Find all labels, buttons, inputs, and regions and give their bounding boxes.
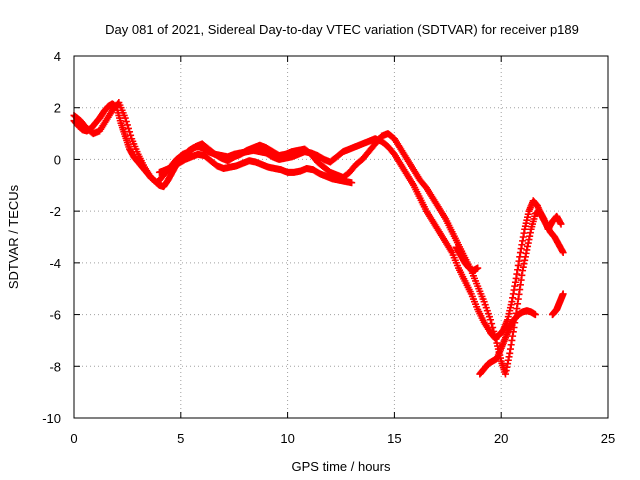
- series-track-c: [155, 150, 356, 187]
- series-track-d: [476, 307, 539, 378]
- y-tick-label: 4: [54, 49, 61, 64]
- data-point: [127, 131, 135, 139]
- x-tick-label: 10: [280, 431, 294, 446]
- plot-frame: [73, 55, 609, 419]
- grid-lines: [74, 56, 608, 418]
- y-axis-title: SDTVAR / TECUs: [6, 184, 21, 289]
- series-track-f: [452, 243, 482, 275]
- y-tick-label: -2: [49, 204, 61, 219]
- data-point: [474, 264, 482, 272]
- y-tick-label: 2: [54, 101, 61, 116]
- data-point: [531, 311, 539, 319]
- data-points: [70, 99, 567, 378]
- data-point: [491, 331, 499, 339]
- data-point: [489, 324, 497, 331]
- series-track-b: [70, 99, 565, 378]
- series-track-e: [548, 290, 567, 319]
- data-point: [124, 124, 132, 132]
- data-point: [559, 290, 567, 298]
- series-track-a: [70, 100, 567, 342]
- y-tick-label: -10: [42, 411, 61, 426]
- x-axis-tick-labels: 0 5 10 15 20 25: [70, 431, 615, 446]
- x-tick-label: 5: [177, 431, 184, 446]
- data-point: [121, 114, 129, 122]
- data-point: [559, 249, 567, 257]
- y-tick-label: 0: [54, 152, 61, 167]
- data-point: [126, 128, 134, 136]
- x-tick-label: 20: [494, 431, 508, 446]
- x-tick-label: 0: [70, 431, 77, 446]
- data-point: [557, 220, 565, 228]
- data-point: [488, 320, 496, 328]
- x-axis-title: GPS time / hours: [292, 459, 391, 474]
- y-tick-label: -4: [49, 256, 61, 271]
- chart-title: Day 081 of 2021, Sidereal Day-to-day VTE…: [105, 22, 579, 37]
- data-point: [123, 121, 131, 129]
- y-tick-label: -8: [49, 359, 61, 374]
- y-tick-label: -6: [49, 308, 61, 323]
- data-point: [348, 179, 356, 187]
- data-point: [490, 327, 498, 335]
- axis-ticks: [73, 55, 609, 419]
- data-point: [492, 335, 500, 343]
- x-tick-label: 25: [601, 431, 615, 446]
- y-axis-tick-labels: -10 -8 -6 -4 -2 0 2 4: [42, 49, 61, 426]
- x-tick-label: 15: [387, 431, 401, 446]
- data-point: [122, 118, 130, 126]
- data-point: [487, 316, 495, 324]
